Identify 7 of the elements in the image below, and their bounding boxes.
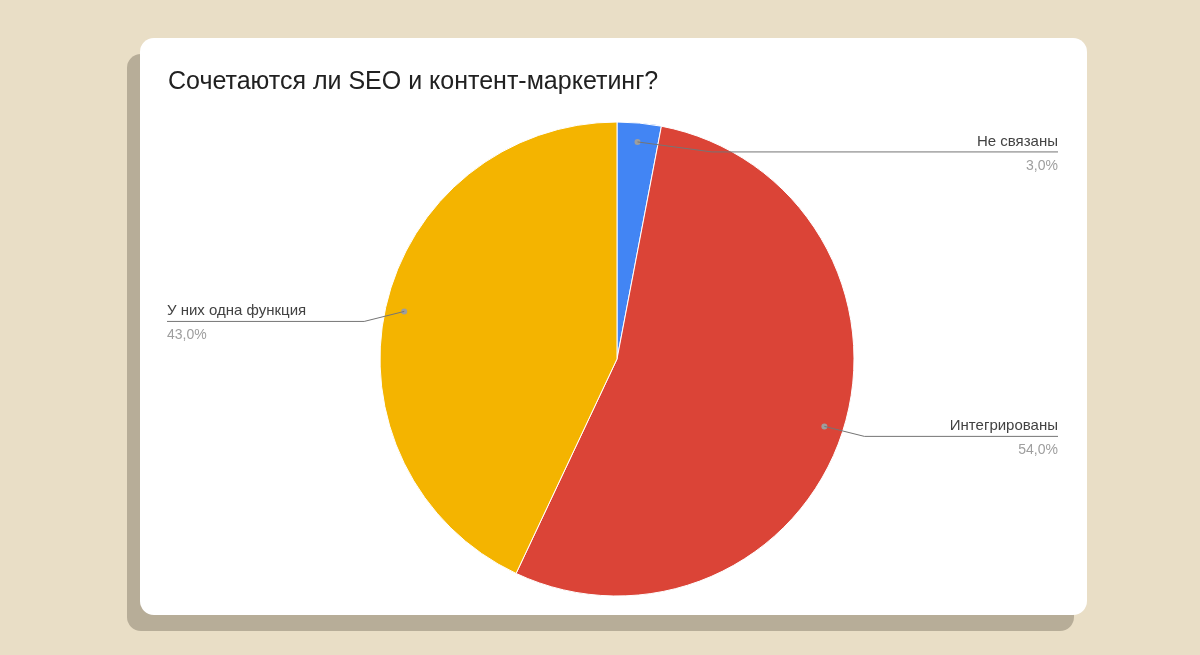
data-label: 43,0% [167, 326, 207, 343]
data-label: 54,0% [1018, 441, 1058, 458]
data-label: 3,0% [1026, 156, 1058, 173]
slice-label: Не связаны [976, 131, 1058, 149]
chart-title: Сочетаются ли SEO и контент-маркетинг? [168, 66, 659, 95]
slice-label: У них одна функция [167, 301, 307, 319]
slice-label: Интегрированы [949, 416, 1058, 434]
